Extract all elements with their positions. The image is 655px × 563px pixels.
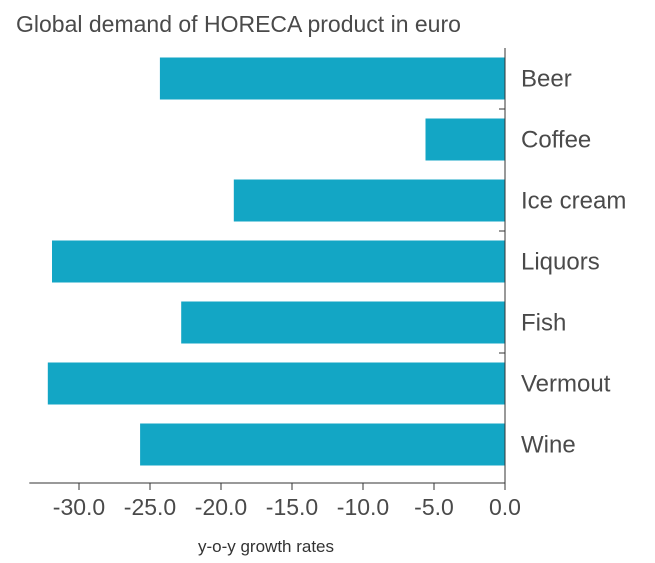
chart-title: Global demand of HORECA product in euro [16,11,461,37]
category-label-wine: Wine [521,432,576,459]
category-label-fish: Fish [521,310,566,337]
x-ticks-group: -30.0 -25.0 -20.0 -15.0 -10.0 -5.0 0.0 [53,108,521,520]
bar-wine [140,423,505,466]
bar-liquors [52,240,505,283]
x-tick-label: -10.0 [337,494,389,520]
x-tick-label: -25.0 [124,494,176,520]
category-label-beer: Beer [521,66,572,93]
bar-ice-cream [233,179,506,222]
axes-group [29,48,506,484]
x-tick-label: -15.0 [266,494,318,520]
bar-coffee [425,118,505,161]
x-tick-label: 0.0 [489,494,521,520]
category-label-liquors: Liquors [521,249,600,276]
bar-vermout [47,362,506,405]
bar-fish [181,301,505,344]
category-label-vermout: Vermout [521,371,611,398]
category-labels-group: Beer Coffee Ice cream Liquors Fish Vermout Win… [521,66,626,459]
category-label-coffee: Coffee [521,127,591,154]
bar-beer [159,57,505,100]
bars-group [47,57,506,466]
x-tick-label: -5.0 [414,494,454,520]
x-tick-label: -30.0 [53,494,105,520]
x-tick-label: -20.0 [195,494,247,520]
category-label-ice-cream: Ice cream [521,188,626,215]
x-axis-label: y-o-y growth rates [198,537,334,556]
